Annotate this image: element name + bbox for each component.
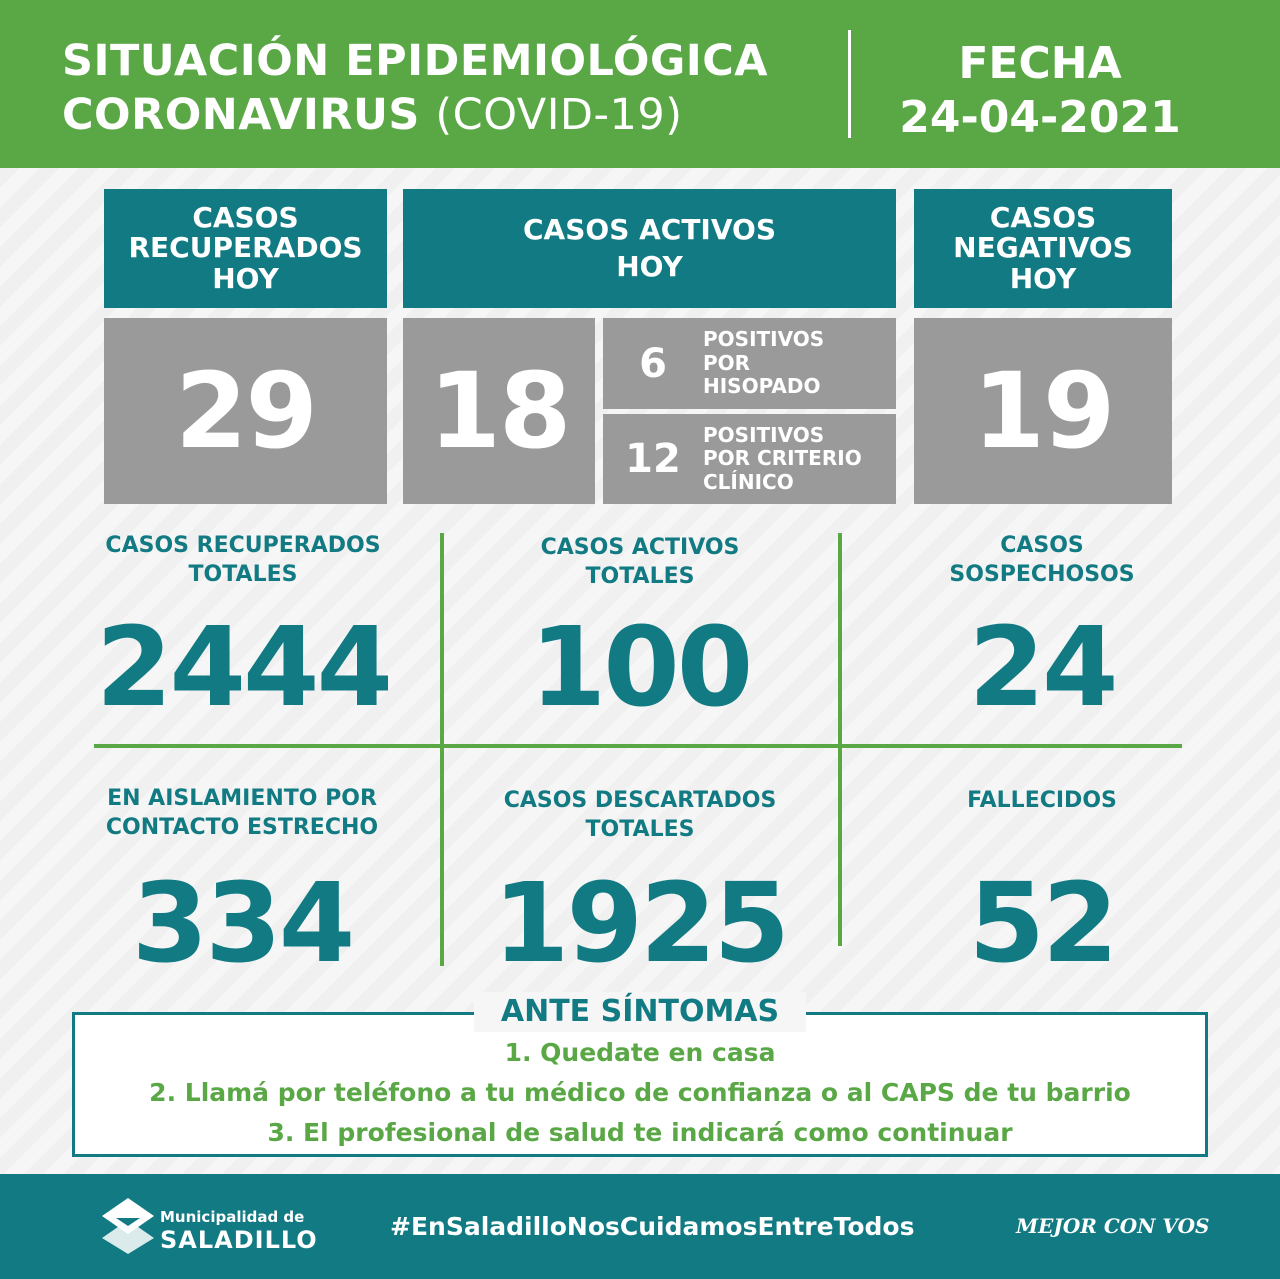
recuperados-totales-value: 2444 <box>95 603 393 731</box>
hisopado-label-1: POSITIVOS <box>703 327 825 352</box>
header-divider <box>848 30 851 138</box>
criterio-label-1: POSITIVOS <box>703 422 825 447</box>
recuperados-totales-label-2: TOTALES <box>188 561 298 587</box>
negativos-hoy-header: CASOS NEGATIVOS HOY <box>914 189 1172 308</box>
footer-banner: Municipalidad de SALADILLO #EnSaladilloN… <box>0 1174 1280 1279</box>
symptom-item-1: 1. Quedate en casa <box>504 1038 776 1067</box>
symptoms-box <box>72 1012 1208 1157</box>
aislamiento-label: EN AISLAMIENTO POR CONTACTO ESTRECHO <box>62 785 422 842</box>
aislamiento-label-2: CONTACTO ESTRECHO <box>105 814 379 840</box>
symptom-item-2: 2. Llamá por teléfono a tu médico de con… <box>149 1078 1131 1107</box>
activos-totales-value: 100 <box>529 603 754 731</box>
sospechosos-label: CASOS SOSPECHOSOS <box>870 532 1214 589</box>
title-coronavirus: CORONAVIRUS <box>62 90 420 140</box>
negativos-hoy-box: 19 <box>914 318 1172 504</box>
descartados-label-1: CASOS DESCARTADOS <box>503 788 777 813</box>
activos-hoy-box: 18 <box>403 318 595 504</box>
fecha-value: 24-04-2021 <box>899 92 1181 143</box>
activos-hoy-header: CASOS ACTIVOS HOY <box>403 189 896 308</box>
hisopado-label: POSITIVOS POR HISOPADO <box>703 318 903 409</box>
grid-horizontal-line <box>94 744 1182 748</box>
activos-hoy-label-2: HOY <box>616 249 683 283</box>
sospechosos-value: 24 <box>968 603 1118 731</box>
criterio-clinico-value: 12 <box>625 436 681 482</box>
fallecidos-label-1: FALLECIDOS <box>967 788 1117 813</box>
descartados-value: 1925 <box>492 859 790 987</box>
title-covid19: (COVID-19) <box>435 90 683 140</box>
title-line-1: SITUACIÓN EPIDEMIOLÓGICA <box>62 36 769 86</box>
fallecidos-label: FALLECIDOS <box>870 787 1214 816</box>
header-banner: SITUACIÓN EPIDEMIOLÓGICA CORONAVIRUS (CO… <box>0 0 1280 168</box>
descartados-label: CASOS DESCARTADOS TOTALES <box>470 787 810 844</box>
logo-municipalidad-text: Municipalidad de <box>160 1208 305 1226</box>
criterio-label-3: CLÍNICO <box>703 469 794 494</box>
aislamiento-label-1: EN AISLAMIENTO POR <box>107 786 377 811</box>
recuperados-totales-label: CASOS RECUPERADOS TOTALES <box>70 532 416 589</box>
activos-hoy-label-1: CASOS ACTIVOS <box>523 213 776 247</box>
sospechosos-label-1: CASOS <box>1000 533 1084 558</box>
symptoms-title: ANTE SÍNTOMAS <box>474 992 806 1032</box>
activos-totales-label: CASOS ACTIVOS TOTALES <box>470 534 810 591</box>
activos-hoy-value: 18 <box>428 350 572 472</box>
fallecidos-value: 52 <box>968 859 1118 987</box>
recuperados-hoy-box: 29 <box>104 318 387 504</box>
footer-slogan: MEJOR CON VOS <box>1016 1214 1210 1238</box>
aislamiento-value: 334 <box>131 859 356 987</box>
criterio-label-2: POR CRITERIO <box>703 446 862 471</box>
recuperados-hoy-label: CASOS RECUPERADOS HOY <box>128 201 363 295</box>
hisopado-value: 6 <box>639 340 667 387</box>
criterio-clinico-label: POSITIVOS POR CRITERIO CLÍNICO <box>703 414 903 504</box>
symptom-item-3: 3. El profesional de salud te indicará c… <box>267 1118 1013 1147</box>
hisopado-label-2: POR <box>703 350 751 375</box>
hisopado-label-3: HISOPADO <box>703 374 821 399</box>
fecha-label: FECHA <box>958 38 1122 89</box>
recuperados-hoy-header: CASOS RECUPERADOS HOY <box>104 189 387 308</box>
activos-totales-label-2: TOTALES <box>585 563 695 589</box>
recuperados-totales-label-1: CASOS RECUPERADOS <box>105 533 381 558</box>
recuperados-hoy-value: 29 <box>175 350 318 472</box>
logo-saladillo-text: SALADILLO <box>160 1226 318 1254</box>
descartados-label-2: TOTALES <box>585 816 695 842</box>
criterio-clinico-row: 12 POSITIVOS POR CRITERIO CLÍNICO <box>603 414 896 504</box>
grid-vertical-line-1 <box>440 533 444 966</box>
footer-hashtag: #EnSaladilloNosCuidamosEntreTodos <box>390 1212 915 1241</box>
grid-vertical-line-2 <box>838 533 842 946</box>
activos-totales-label-1: CASOS ACTIVOS <box>540 535 740 560</box>
negativos-hoy-value: 19 <box>972 350 1116 472</box>
title-line-2: CORONAVIRUS (COVID-19) <box>62 90 683 140</box>
sospechosos-label-2: SOSPECHOSOS <box>949 561 1135 587</box>
negativos-hoy-label: CASOS NEGATIVOS HOY <box>953 201 1133 295</box>
saladillo-logo-icon <box>102 1198 154 1254</box>
hisopado-row: 6 POSITIVOS POR HISOPADO <box>603 318 896 409</box>
